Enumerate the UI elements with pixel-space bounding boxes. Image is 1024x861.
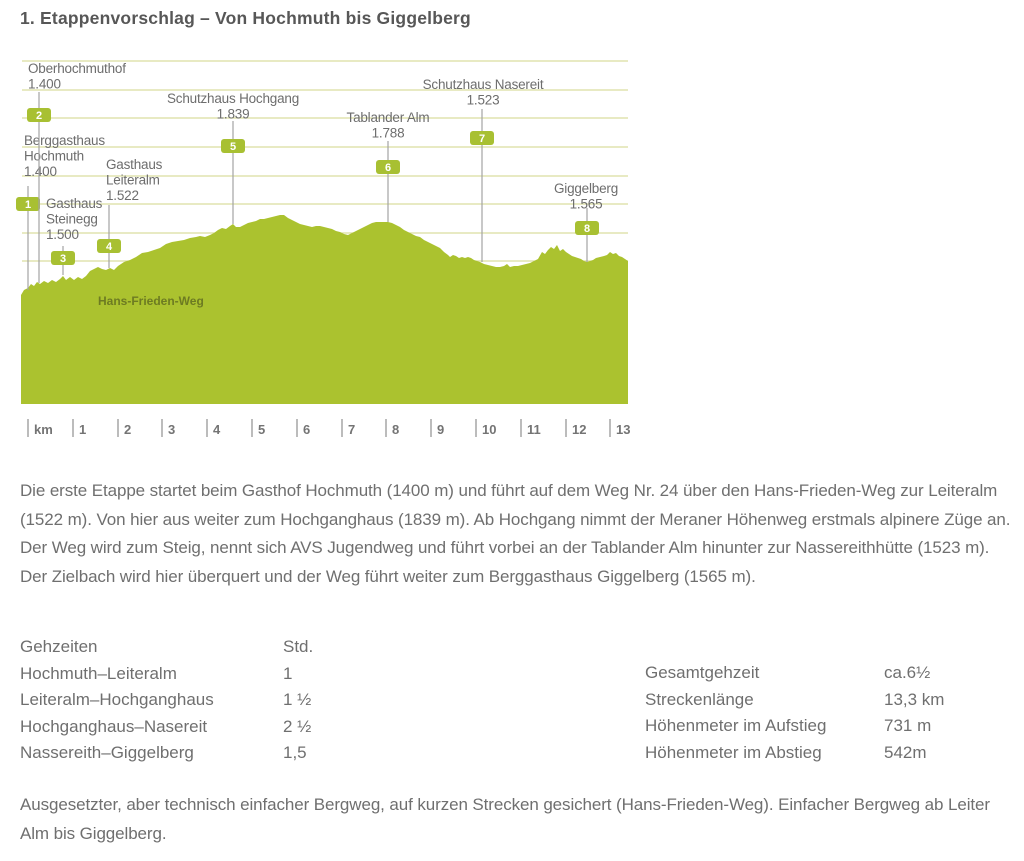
axis-tick-label: 3 (168, 422, 175, 437)
axis-tick-label: 1 (79, 422, 86, 437)
elevation-chart-svg: Hans-Frieden-WegBerggasthausHochmuth1.40… (16, 60, 630, 437)
waypoint-label: Hochmuth (24, 149, 84, 164)
table-cell-label: Höhenmeter im Abstieg (645, 742, 822, 762)
waypoint-badge (221, 139, 245, 153)
waypoint-label: Gasthaus (46, 196, 103, 211)
waypoint-label: 1.400 (24, 164, 57, 179)
axis-tick-label: km (34, 422, 53, 437)
route-label: Hans-Frieden-Weg (98, 294, 204, 308)
table-cell-label: Nassereith–Giggelberg (20, 743, 194, 763)
waypoint-label: Leiteralm (106, 173, 160, 188)
axis-tick-label: 10 (482, 422, 496, 437)
axis-tick-label: 11 (527, 422, 541, 437)
table-cell-value: 542m (884, 742, 927, 762)
table-cell-value: 1,5 (283, 743, 307, 763)
waypoint-label: Giggelberg (554, 181, 618, 196)
axis-tick-label: 5 (258, 422, 265, 437)
waypoint-label: Schutzhaus Nasereit (423, 77, 544, 92)
waypoint-badge (575, 221, 599, 235)
waypoint-label: Tablander Alm (347, 110, 430, 125)
axis-tick-label: 6 (303, 422, 310, 437)
axis-tick-label: 4 (213, 422, 221, 437)
axis-tick-label: 12 (572, 422, 586, 437)
waypoint-label: Schutzhaus Hochgang (167, 91, 299, 106)
waypoint-badge-number: 8 (584, 223, 590, 235)
table-cell-value: ca.6½ (884, 663, 931, 682)
waypoint-label: 1.523 (467, 93, 500, 108)
axis-tick-label: 7 (348, 422, 355, 437)
waypoint-badge (27, 108, 51, 122)
waypoint-label: 1.839 (217, 107, 250, 122)
table-cell-label: Leiteralm–Hochganghaus (20, 690, 214, 710)
profile-area (21, 215, 628, 404)
axis-tick-label: 13 (616, 422, 630, 437)
walking-times-table: Gehzeiten Std. Hochmuth–Leiteralm 1 Leiteral… (20, 634, 313, 767)
waypoint-badge-number: 6 (385, 162, 391, 174)
table-cell-label: Höhenmeter im Aufstieg (645, 716, 827, 736)
waypoint-label: 1.400 (28, 77, 61, 92)
table-cell-label: Streckenlänge (645, 689, 754, 709)
waypoint-badge-number: 7 (479, 133, 485, 145)
waypoint-label: 1.522 (106, 188, 139, 203)
page-title: 1. Etappenvorschlag – Von Hochmuth bis G… (20, 8, 471, 28)
waypoint-badge-number: 2 (36, 110, 42, 122)
table-cell-value: 13,3 km (884, 689, 945, 709)
table-cell-label: Gesamtgehzeit (645, 663, 760, 682)
waypoint-label: 1.565 (570, 197, 603, 212)
waypoint-badge-number: 4 (106, 241, 113, 253)
waypoint-label: 1.788 (372, 126, 405, 141)
waypoint-label: Gasthaus (106, 157, 163, 172)
axis-tick-label: 2 (124, 422, 131, 437)
route-stats-table: Gesamtgehzeit ca.6½ Streckenlänge 13,3 km Hö… (645, 660, 944, 766)
waypoint-badge-number: 1 (25, 199, 31, 211)
waypoint-badge (97, 239, 121, 253)
waypoint-badge (16, 197, 40, 211)
table-cell-label: Hochganghaus–Nasereit (20, 716, 208, 736)
table-cell-label: Gehzeiten (20, 637, 98, 656)
axis-tick-label: 9 (437, 422, 444, 437)
table-cell-value: Std. (283, 637, 314, 656)
elevation-profile-chart: Hans-Frieden-Weg Berggasthaus Hochmuth 1.40… (0, 55, 680, 450)
waypoint-badge (376, 160, 400, 174)
intro-paragraph: Die erste Etappe startet beim Gasthof Ho… (20, 481, 1011, 586)
table-cell-value: 2 ½ (283, 716, 312, 736)
axis-tick-label: 8 (392, 422, 399, 437)
table-cell-value: 1 (283, 663, 293, 683)
waypoint-badge (470, 131, 494, 145)
waypoint-badge-number: 5 (230, 141, 236, 153)
table-cell-label: Hochmuth–Leiteralm (20, 663, 177, 683)
waypoint-badge (51, 251, 75, 265)
waypoint-label: Berggasthaus (24, 133, 105, 148)
table-cell-value: 731 m (884, 716, 932, 736)
table-cell-value: 1 ½ (283, 690, 312, 710)
waypoint-label: Steinegg (46, 212, 98, 227)
note-paragraph: Ausgesetzter, aber technisch einfacher B… (20, 795, 990, 843)
tables-section: Gehzeiten Std. Hochmuth–Leiteralm 1 Leiteral… (0, 634, 1024, 764)
waypoint-label: Oberhochmuthof (28, 61, 126, 76)
waypoint-badge-number: 3 (60, 253, 66, 265)
waypoint-label: 1.500 (46, 227, 79, 242)
